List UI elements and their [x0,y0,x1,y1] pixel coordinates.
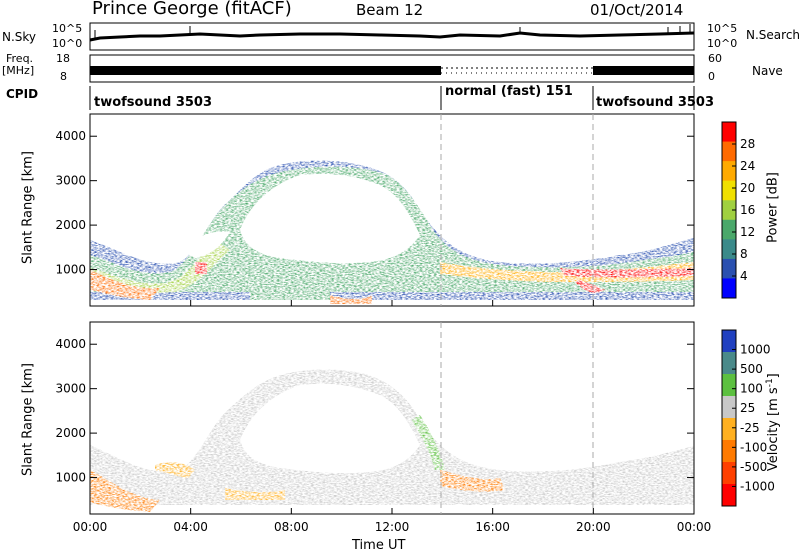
velocity-colorbar-label-2: 100 [740,382,763,396]
cpid-label: CPID [6,87,39,101]
power-colorbar-swatch-5 [722,219,736,240]
velocity-colorbar-label-0: 1000 [740,343,771,357]
x-tick-label-5: 20:00 [576,520,611,534]
x-tick-label-6: 00:00 [677,520,712,534]
nsky-trace [89,31,695,42]
velocity-colorbar-swatch-0 [722,330,736,353]
power-ytick-label-2: 2000 [55,218,86,232]
freq-label-1: Freq. [6,52,34,65]
cpid-panel: twofsound 3503 normal (fast) 151 twofsou… [89,84,714,110]
velocity-ytick-label-0: 4000 [55,337,86,351]
velocity-colorbar-swatch-1 [722,352,736,375]
power-colorbar-label-4: 12 [740,225,755,239]
cpid-segment-2: normal (fast) 151 [445,84,573,99]
velocity-colorbar-swatch-7 [722,484,736,507]
x-tick-label-4: 16:00 [475,520,510,534]
velocity-ytick-label-2: 2000 [55,426,86,440]
freq-tick-top: 18 [56,52,70,65]
x-axis-title: Time UT [352,538,406,553]
velocity-colorbar-frame [721,329,737,507]
x-tick-label-1: 04:00 [173,520,208,534]
power-ytick-label-0: 4000 [55,129,86,143]
velocity-colorbar-swatch-5 [722,440,736,463]
nsearch-tick-top: 10^5 [707,22,738,35]
velocity-ytick-label-3: 1000 [55,471,86,485]
nave-tick-top: 60 [708,52,722,65]
date-label: 01/Oct/2014 [590,1,684,19]
power-colorbar-label-5: 8 [740,247,748,261]
nave-label: Nave [752,64,783,78]
beam-label: Beam 12 [356,1,424,19]
freq-band-3 [593,66,694,75]
power-colorbar-swatch-7 [722,258,736,279]
velocity-colorbar-label-1: 500 [740,362,763,376]
cpid-segment-1: twofsound 3503 [94,95,212,110]
nsearch-tick-bottom: 10^0 [707,37,738,50]
velocity-colorbar-swatch-2 [722,374,736,397]
power-colorbar-swatch-1 [722,141,736,162]
power-colorbar-swatch-8 [722,278,736,299]
velocity-colorbar-swatch-4 [722,418,736,441]
plot-title: Prince George (fitACF) [92,0,292,19]
velocity-ytick-label-1: 3000 [55,382,86,396]
freq-panel [89,54,695,83]
nsky-tick-top: 10^5 [52,22,83,35]
cpid-segment-3: twofsound 3503 [596,95,714,110]
velocity-colorbar-label-4: -25 [740,421,760,435]
power-colorbar-label-6: 4 [740,269,748,283]
power-colorbar-swatch-3 [722,180,736,201]
power-colorbar-label-1: 24 [740,159,755,173]
power-colorbar-label-3: 16 [740,203,755,217]
velocity-colorbar-label-5: -100 [740,440,767,454]
power-colorbar-swatch-6 [722,239,736,260]
velocity-colorbar-label-7: -1000 [740,479,775,493]
power-colorbar-swatch-2 [722,161,736,182]
freq-label-2: [MHz] [2,64,35,77]
nave-tick-bottom: 0 [708,70,715,83]
velocity-colorbar: 1000 500 100 25 -25 -100 -500 -1000 [721,329,775,507]
power-colorbar-label-2: 20 [740,181,755,195]
nsky-panel [89,22,695,51]
power-colorbar-swatch-4 [722,200,736,221]
freq-tick-bottom: 8 [60,70,67,83]
nsky-label: N.Sky [2,30,37,44]
x-tick-label-0: 00:00 [73,520,108,534]
velocity-colorbar-swatch-6 [722,462,736,485]
power-ytick-label-1: 3000 [55,174,86,188]
nsearch-label: N.Search [746,28,800,42]
freq-band-1 [90,66,441,75]
power-colorbar-label-0: 28 [740,137,755,151]
velocity-colorbar-label-3: 25 [740,401,755,415]
power-panel: 4000 3000 2000 1000 [55,113,695,307]
x-tick-label-3: 12:00 [375,520,410,534]
velocity-panel: 4000 3000 2000 1000 00:00 04:00 08:00 12:00 16:… [55,300,711,534]
x-tick-label-2: 08:00 [274,520,309,534]
velocity-colorbar-swatch-3 [722,396,736,419]
power-colorbar: 28 24 20 16 12 8 4 [721,121,755,299]
nsky-tick-bottom: 10^0 [52,37,83,50]
power-ytick-label-3: 1000 [55,263,86,277]
velocity-colorbar-label-6: -500 [740,460,767,474]
power-colorbar-swatch-0 [722,122,736,143]
